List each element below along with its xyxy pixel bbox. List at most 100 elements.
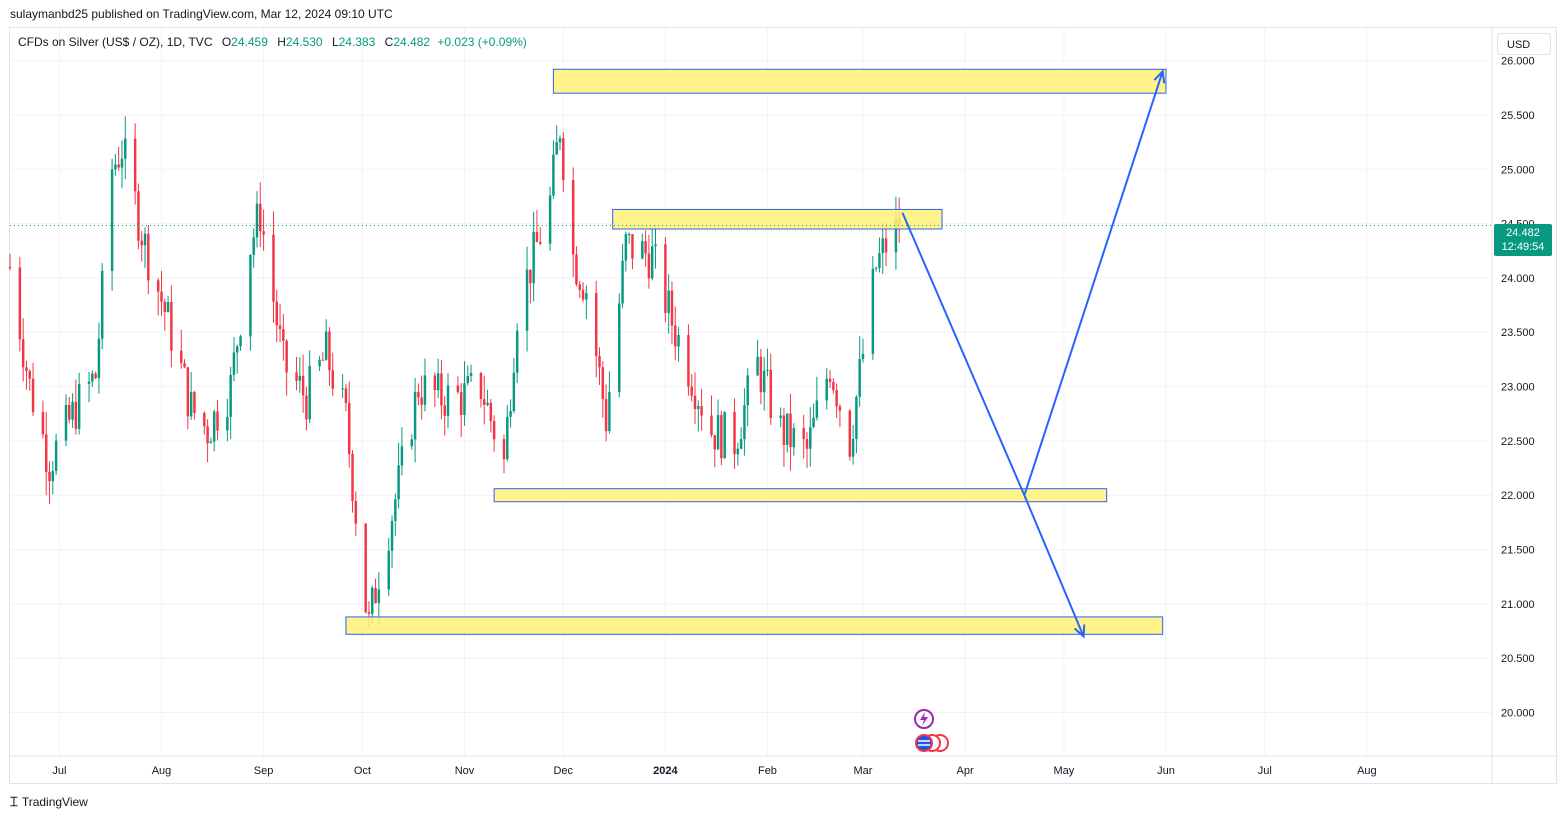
- candle-body: [825, 378, 828, 401]
- candle-body: [654, 244, 657, 247]
- candle-body: [479, 373, 483, 400]
- candle-body: [295, 372, 298, 381]
- candle-body: [739, 439, 743, 449]
- candle-body: [489, 402, 493, 421]
- candle-body: [390, 520, 394, 551]
- arrow-head[interactable]: [1153, 69, 1166, 84]
- candle-body: [64, 404, 68, 441]
- candle-body: [710, 415, 713, 436]
- candle-body: [575, 254, 578, 285]
- candle-body: [515, 330, 519, 373]
- candle-body: [259, 203, 262, 232]
- y-tick-label: 23.000: [1501, 382, 1535, 394]
- dividend-event-icon[interactable]: [914, 709, 934, 729]
- candle-body: [631, 234, 634, 259]
- footer-brand[interactable]: ⌶ TradingView: [10, 794, 88, 810]
- candle-body: [160, 291, 163, 302]
- x-tick-label: Jun: [1157, 765, 1175, 777]
- event-markers[interactable]: [912, 708, 952, 756]
- earnings-flag-icon[interactable]: [915, 734, 949, 752]
- candle-body: [387, 550, 390, 590]
- candle-body: [189, 392, 193, 417]
- candle-body: [216, 411, 219, 431]
- candle-body: [410, 439, 414, 447]
- candle-body: [848, 410, 852, 457]
- candle-body: [525, 269, 529, 331]
- price-zone[interactable]: [493, 488, 1108, 503]
- high-label: H: [277, 35, 286, 49]
- candle-body: [41, 412, 45, 435]
- zones[interactable]: [345, 68, 1167, 635]
- candle-body: [509, 411, 512, 417]
- trend-arrow-line[interactable]: [901, 212, 1085, 637]
- candle-body: [581, 289, 585, 300]
- candle-body: [25, 367, 28, 372]
- candle-body: [423, 375, 427, 405]
- candle-body: [766, 369, 769, 371]
- currency-button[interactable]: USD: [1497, 33, 1551, 55]
- candle-body: [114, 164, 117, 170]
- candle-body: [21, 339, 25, 368]
- candle-body: [502, 439, 506, 460]
- candle-body: [466, 376, 470, 384]
- candle-body: [262, 231, 265, 235]
- candle-body: [28, 371, 31, 379]
- candle-body: [641, 241, 644, 259]
- trend-arrow-line[interactable]: [1023, 71, 1164, 496]
- arrow-head[interactable]: [1073, 624, 1086, 639]
- candles: [8, 116, 901, 628]
- candle-body: [512, 372, 516, 412]
- candle-body: [166, 301, 170, 313]
- candle-body: [469, 373, 473, 377]
- symbol-name[interactable]: CFDs on Silver (US$ / OZ), 1D, TVC: [18, 35, 213, 49]
- candle-body: [44, 434, 48, 472]
- candle-body: [374, 587, 377, 603]
- candle-body: [723, 411, 726, 459]
- candle-body: [555, 142, 558, 155]
- candle-body: [440, 373, 443, 406]
- candle-body: [433, 375, 437, 391]
- x-tick-label: Oct: [354, 765, 371, 777]
- candle-body: [674, 325, 677, 347]
- symbol-legend: CFDs on Silver (US$ / OZ), 1D, TVC O24.4…: [18, 35, 527, 49]
- change-value: +0.023 (+0.09%): [437, 35, 527, 49]
- candle-body: [347, 403, 351, 455]
- y-tick-label: 21.500: [1501, 545, 1535, 557]
- candle-body: [229, 374, 232, 417]
- y-tick-label: 23.500: [1501, 327, 1535, 339]
- candle-body: [328, 331, 331, 371]
- candle-body: [31, 378, 35, 413]
- candle-body: [486, 402, 489, 405]
- candle-body: [394, 499, 397, 521]
- price-zone[interactable]: [552, 68, 1167, 94]
- y-tick-label: 24.000: [1501, 273, 1535, 285]
- candle-body: [687, 335, 690, 387]
- candle-body: [203, 412, 206, 427]
- arrows[interactable]: [901, 69, 1166, 639]
- price-zone[interactable]: [345, 616, 1164, 635]
- candle-body: [354, 501, 358, 524]
- x-tick-label: Feb: [758, 765, 777, 777]
- candle-body: [720, 415, 723, 459]
- x-tick-label: 2024: [653, 765, 678, 777]
- candle-body: [239, 336, 242, 347]
- candle-body: [802, 428, 805, 440]
- candle-body: [733, 411, 736, 455]
- candle-body: [878, 253, 881, 268]
- candle-body: [815, 400, 819, 418]
- candle-body: [832, 382, 835, 391]
- candle-body: [644, 241, 647, 254]
- x-tick-label: Sep: [254, 765, 274, 777]
- candle-body: [186, 367, 190, 417]
- candle-body: [785, 413, 789, 445]
- tradingview-logo-icon: ⌶: [10, 794, 18, 809]
- candle-body: [236, 346, 239, 353]
- candle-body: [851, 438, 855, 457]
- candle-body: [664, 244, 667, 313]
- price-zone[interactable]: [612, 208, 943, 230]
- candle-body: [858, 359, 861, 397]
- y-tick-label: 21.000: [1501, 599, 1535, 611]
- candle-body: [782, 415, 786, 445]
- candle-body: [743, 405, 746, 440]
